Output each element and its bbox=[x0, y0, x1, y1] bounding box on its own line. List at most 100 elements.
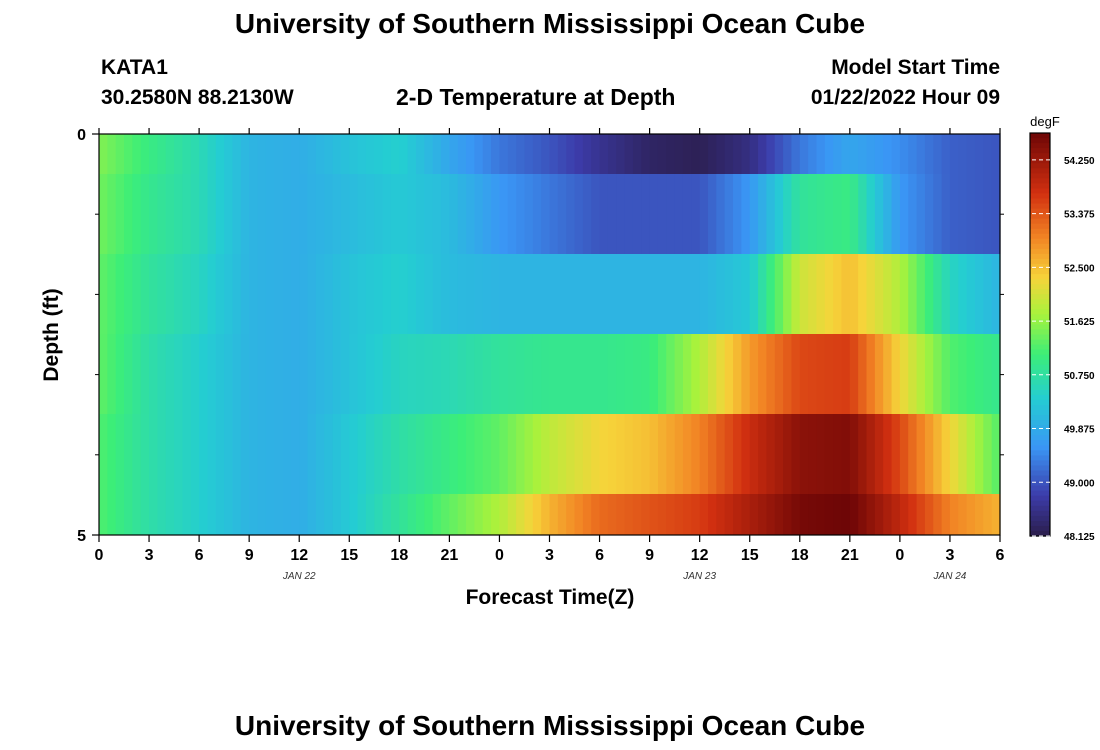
heatmap-cell bbox=[199, 174, 209, 254]
heatmap-cell bbox=[716, 494, 726, 535]
heatmap-cell bbox=[140, 174, 150, 254]
heatmap-cell bbox=[449, 494, 459, 535]
heatmap-cell bbox=[599, 134, 609, 174]
heatmap-cell bbox=[566, 254, 576, 334]
heatmap-cell bbox=[390, 414, 400, 494]
heatmap-cell bbox=[115, 414, 125, 494]
heatmap-cell bbox=[474, 254, 484, 334]
heatmap-cell bbox=[115, 494, 125, 535]
heatmap-cell bbox=[916, 414, 926, 494]
page-title: University of Southern Mississippi Ocean… bbox=[234, 8, 866, 39]
heatmap-cell bbox=[441, 134, 450, 174]
heatmap-cell bbox=[99, 134, 108, 174]
heatmap-cell bbox=[549, 414, 559, 494]
colorbar-segment bbox=[1030, 208, 1050, 215]
heatmap-cell bbox=[708, 334, 717, 414]
heatmap-cell bbox=[449, 254, 459, 334]
heatmap-cell bbox=[499, 414, 509, 494]
heatmap-cell bbox=[340, 494, 350, 535]
heatmap-cell bbox=[557, 134, 567, 174]
heatmap-cell bbox=[699, 174, 709, 254]
heatmap-cell bbox=[274, 334, 284, 414]
heatmap-cell bbox=[774, 414, 784, 494]
heatmap-cell bbox=[866, 334, 876, 414]
heatmap-cell bbox=[799, 494, 809, 535]
heatmap-cell bbox=[766, 494, 776, 535]
heatmap-cell bbox=[407, 134, 417, 174]
heatmap-cell bbox=[474, 134, 484, 174]
heatmap-cell bbox=[249, 254, 259, 334]
colorbar-segment bbox=[1030, 153, 1050, 159]
colorbar-segment bbox=[1030, 223, 1050, 230]
heatmap-cell bbox=[399, 134, 409, 174]
heatmap-cell bbox=[357, 254, 367, 334]
heatmap-cell bbox=[482, 134, 492, 174]
heatmap-cell bbox=[174, 334, 184, 414]
heatmap-cell bbox=[574, 174, 584, 254]
colorbar-segment bbox=[1030, 384, 1050, 391]
heatmap-cell bbox=[215, 494, 225, 535]
heatmap-cell bbox=[374, 134, 384, 174]
heatmap-cell bbox=[441, 334, 450, 414]
heatmap-cell bbox=[257, 134, 267, 174]
axes: 0 3 6 9 12 15 18 21 0 3 6 9 12 15 18 21 0 3 6 JAN 22 JAN 23 J… bbox=[77, 127, 1004, 582]
heatmap-cell bbox=[290, 134, 300, 174]
heatmap-cell bbox=[499, 174, 509, 254]
heatmap-cell bbox=[616, 414, 626, 494]
heatmap-cell bbox=[941, 254, 951, 334]
heatmap-cell bbox=[808, 494, 818, 535]
heatmap-cell bbox=[582, 134, 592, 174]
heatmap-cell bbox=[190, 494, 200, 535]
heatmap-cell bbox=[324, 134, 334, 174]
colorbar-segment bbox=[1030, 183, 1050, 190]
heatmap-cell bbox=[849, 134, 859, 174]
colorbar-tick-label: 54.250 bbox=[1064, 156, 1095, 167]
heatmap-cell bbox=[299, 134, 309, 174]
x-tick-label: 18 bbox=[791, 547, 809, 564]
colorbar-segment bbox=[1030, 515, 1050, 522]
colorbar-segment bbox=[1030, 248, 1050, 255]
heatmap-cell bbox=[232, 414, 242, 494]
heatmap-cell bbox=[532, 254, 542, 334]
heatmap-cell bbox=[165, 334, 175, 414]
heatmap-cell bbox=[866, 174, 876, 254]
heatmap-cell bbox=[115, 174, 125, 254]
heatmap-cell bbox=[224, 174, 234, 254]
colorbar-segment bbox=[1030, 289, 1050, 295]
heatmap-cell bbox=[666, 494, 676, 535]
colorbar-segment bbox=[1030, 374, 1050, 381]
heatmap-cell bbox=[224, 334, 234, 414]
heatmap-cell bbox=[516, 134, 526, 174]
heatmap-cell bbox=[365, 134, 375, 174]
heatmap-cell bbox=[182, 174, 192, 254]
heatmap-cell bbox=[966, 414, 976, 494]
heatmap-cell bbox=[265, 334, 275, 414]
heatmap-cell bbox=[232, 174, 242, 254]
heatmap-cell bbox=[908, 254, 918, 334]
heatmap-cell bbox=[632, 414, 642, 494]
heatmap-cell bbox=[424, 254, 434, 334]
y-tick-label: 5 bbox=[77, 528, 86, 545]
colorbar-segment bbox=[1030, 279, 1050, 285]
heatmap-cell bbox=[624, 174, 634, 254]
heatmap-cell bbox=[532, 414, 542, 494]
heatmap-cell bbox=[99, 254, 108, 334]
colorbar-segment bbox=[1030, 269, 1050, 275]
heatmap-cell bbox=[424, 414, 434, 494]
heatmap-cell bbox=[991, 334, 1001, 414]
heatmap-cell bbox=[466, 414, 476, 494]
heatmap-cell bbox=[783, 494, 793, 535]
heatmap-cell bbox=[841, 494, 851, 535]
colorbar-segment bbox=[1030, 510, 1050, 517]
heatmap-cell bbox=[657, 254, 667, 334]
heatmap-cell bbox=[666, 174, 676, 254]
model-start-label: Model Start Time bbox=[831, 56, 1000, 79]
colorbar-segment bbox=[1030, 329, 1050, 336]
heatmap-cell bbox=[282, 414, 292, 494]
heatmap-cell bbox=[766, 334, 776, 414]
heatmap-cell bbox=[916, 174, 926, 254]
heatmap-cell bbox=[215, 134, 225, 174]
heatmap-cell bbox=[324, 334, 334, 414]
colorbar-segment bbox=[1030, 233, 1050, 240]
heatmap-cell bbox=[849, 334, 859, 414]
